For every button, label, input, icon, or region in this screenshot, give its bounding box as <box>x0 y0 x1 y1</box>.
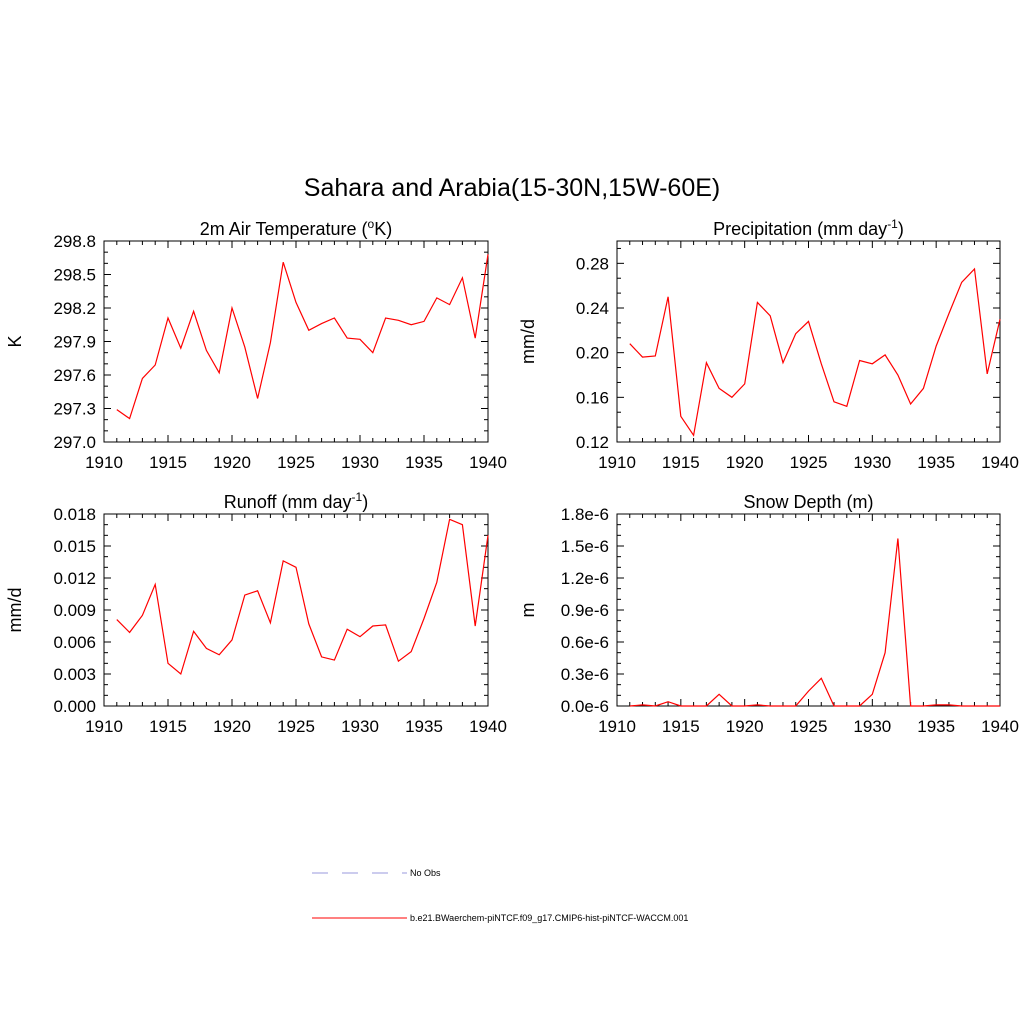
y-tick-label: 0.006 <box>53 633 96 652</box>
y-tick-label: 298.2 <box>53 299 96 318</box>
y-tick-label: 1.2e-6 <box>561 569 609 588</box>
y-axis-label: K <box>5 335 25 347</box>
x-tick-label: 1940 <box>469 453 507 472</box>
y-tick-label: 0.000 <box>53 697 96 716</box>
series-line <box>629 267 1001 437</box>
legend: No Obs b.e21.BWaerchem-piNTCF.f09_g17.CMI… <box>312 868 688 923</box>
x-tick-label: 1930 <box>853 717 891 736</box>
panel-title: Snow Depth (m) <box>743 492 873 512</box>
x-tick-label: 1910 <box>85 717 123 736</box>
y-tick-label: 297.0 <box>53 433 96 452</box>
x-tick-label: 1925 <box>790 453 828 472</box>
x-tick-label: 1935 <box>917 453 955 472</box>
y-tick-label: 0.24 <box>576 299 609 318</box>
x-tick-label: 1910 <box>85 453 123 472</box>
y-tick-label: 0.3e-6 <box>561 665 609 684</box>
y-tick-label: 0.20 <box>576 344 609 363</box>
y-tick-label: 0.28 <box>576 254 609 273</box>
x-tick-label: 1920 <box>213 717 251 736</box>
y-axis-label: mm/d <box>518 319 538 364</box>
x-tick-label: 1920 <box>213 453 251 472</box>
y-tick-label: 0.003 <box>53 665 96 684</box>
series-line <box>116 254 489 420</box>
x-tick-label: 1935 <box>405 717 443 736</box>
x-tick-label: 1930 <box>853 453 891 472</box>
y-tick-label: 298.8 <box>53 232 96 251</box>
y-tick-label: 1.8e-6 <box>561 505 609 524</box>
plot-frame <box>616 240 1001 443</box>
x-tick-label: 1920 <box>726 453 764 472</box>
y-tick-label: 0.6e-6 <box>561 633 609 652</box>
plot-frame <box>103 513 489 707</box>
chart-panel-1: 2m Air Temperature (oK) K 1910 1915 1920 1925… <box>5 217 507 472</box>
y-tick-label: 0.009 <box>53 601 96 620</box>
panel-title: Runoff (mm day-1) <box>224 490 368 512</box>
y-tick-label: 297.9 <box>53 333 96 352</box>
x-tick-label: 1925 <box>790 717 828 736</box>
x-tick-label: 1935 <box>917 717 955 736</box>
x-tick-label: 1940 <box>469 717 507 736</box>
y-tick-label: 0.012 <box>53 569 96 588</box>
y-axis-label: m <box>518 603 538 618</box>
y-tick-label: 1.5e-6 <box>561 537 609 556</box>
y-tick-label: 0.12 <box>576 433 609 452</box>
chart-panel-4: Snow Depth (m) m 1910 1915 1920 1925 1930 1935 1… <box>518 492 1019 736</box>
x-tick-label: 1940 <box>981 717 1019 736</box>
series-line <box>629 538 1000 707</box>
x-tick-label: 1925 <box>277 717 315 736</box>
chart-panel-3: Runoff (mm day-1) mm/d 1910 1915 1920 1925 193… <box>5 490 507 736</box>
x-tick-label: 1940 <box>981 453 1019 472</box>
chart-panels: 2m Air Temperature (oK) K 1910 1915 1920 1925… <box>5 217 1019 736</box>
x-tick-label: 1920 <box>726 717 764 736</box>
plot-frame <box>616 513 1001 707</box>
y-tick-label: 0.16 <box>576 388 609 407</box>
x-tick-label: 1935 <box>405 453 443 472</box>
y-axis-label: mm/d <box>5 588 25 633</box>
x-tick-label: 1930 <box>341 453 379 472</box>
figure-title: Sahara and Arabia(15-30N,15W-60E) <box>304 174 720 202</box>
x-tick-label: 1915 <box>662 453 700 472</box>
x-tick-label: 1910 <box>598 453 636 472</box>
y-tick-label: 297.6 <box>53 366 96 385</box>
y-tick-label: 297.3 <box>53 400 96 419</box>
y-tick-label: 298.5 <box>53 266 96 285</box>
series-line <box>116 518 489 676</box>
x-tick-label: 1930 <box>341 717 379 736</box>
y-tick-label: 0.018 <box>53 505 96 524</box>
y-tick-label: 0.0e-6 <box>561 697 609 716</box>
x-tick-label: 1915 <box>149 717 187 736</box>
x-tick-label: 1915 <box>149 453 187 472</box>
y-tick-label: 0.015 <box>53 537 96 556</box>
panel-title: Precipitation (mm day-1) <box>713 217 904 239</box>
x-tick-label: 1925 <box>277 453 315 472</box>
panel-title: 2m Air Temperature (oK) <box>200 217 392 239</box>
chart-panel-2: Precipitation (mm day-1) mm/d 1910 1915 1920… <box>518 217 1019 472</box>
legend-label-1: No Obs <box>410 868 441 878</box>
x-tick-label: 1910 <box>598 717 636 736</box>
legend-label-2: b.e21.BWaerchem-piNTCF.f09_g17.CMIP6-his… <box>410 913 688 923</box>
x-tick-label: 1915 <box>662 717 700 736</box>
y-tick-label: 0.9e-6 <box>561 601 609 620</box>
